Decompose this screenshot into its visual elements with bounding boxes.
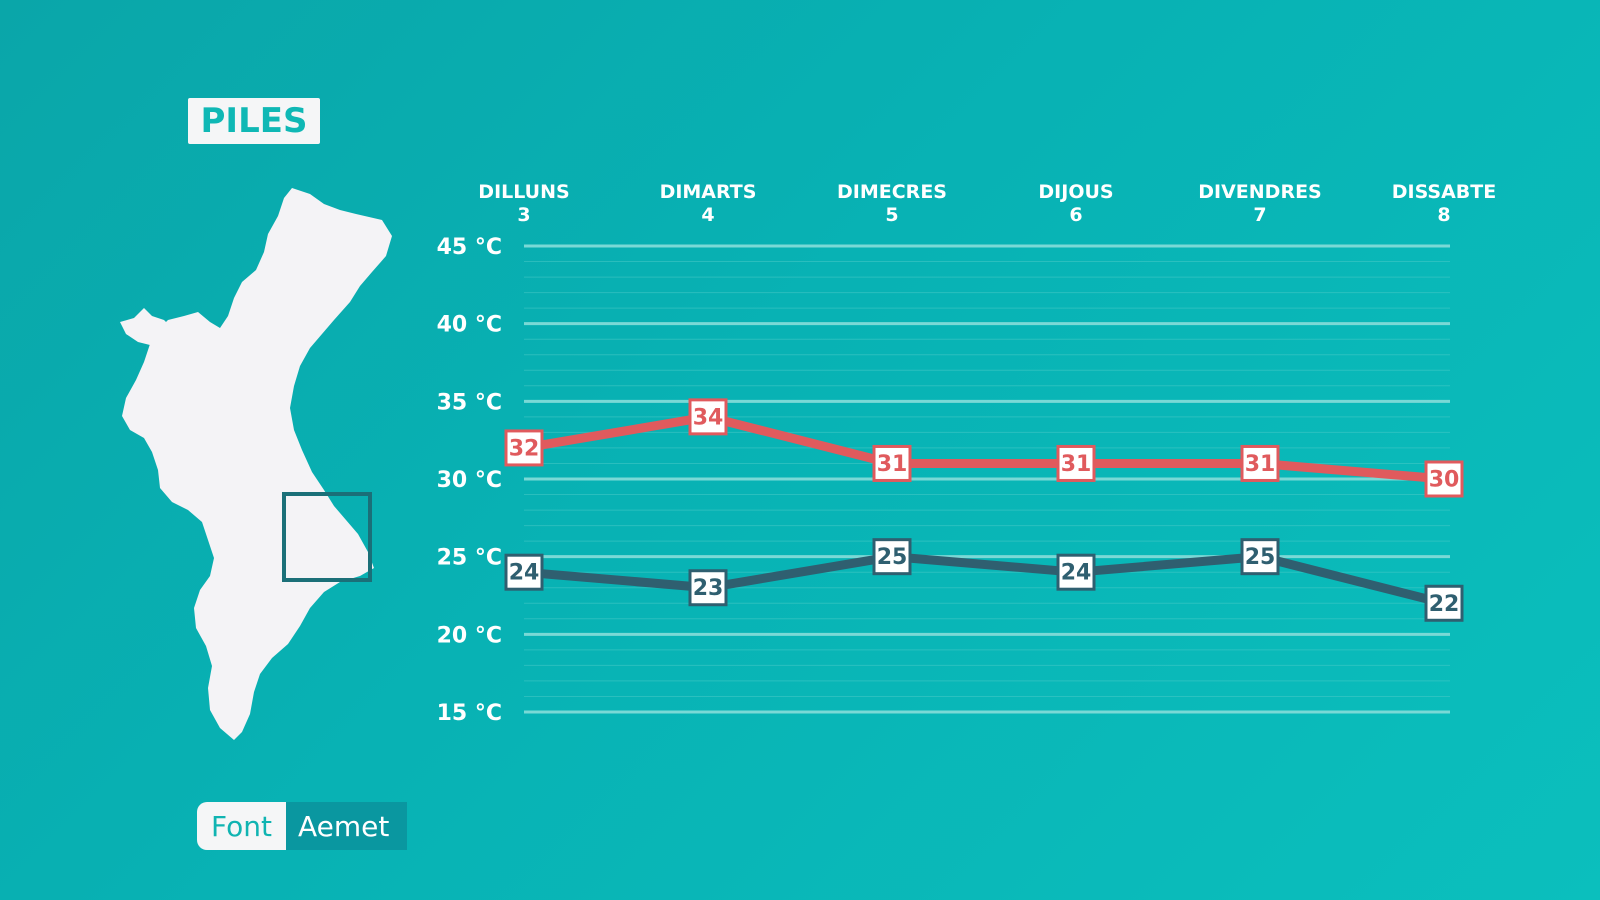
data-point-box: [1424, 584, 1464, 622]
x-day-label: DIJOUS: [1038, 181, 1113, 203]
data-label: 31: [1061, 452, 1092, 477]
y-tick-label: 20 °C: [437, 623, 502, 648]
series-line-1: [523, 552, 1446, 608]
area-highlight-box: [282, 492, 372, 582]
data-point-box: [1056, 444, 1096, 482]
y-tick-label: 30 °C: [437, 468, 502, 493]
data-label: 31: [1245, 452, 1276, 477]
data-point-box: [1424, 460, 1464, 498]
x-day-label: DIVENDRES: [1198, 181, 1322, 203]
data-point: 22: [1424, 584, 1464, 622]
data-point-box: [688, 398, 728, 436]
x-date-label: 5: [885, 204, 898, 226]
data-point: 31: [872, 444, 912, 482]
data-point: 32: [504, 429, 544, 467]
data-label: 34: [693, 405, 724, 430]
x-day-label: DISSABTE: [1392, 181, 1496, 203]
data-point: 23: [688, 569, 728, 607]
data-point: 34: [688, 398, 728, 436]
location-title-box: PILES: [188, 98, 320, 144]
data-point-box: [1240, 444, 1280, 482]
data-label: 23: [693, 576, 724, 601]
source-label: Font: [197, 802, 286, 850]
y-tick-label: 45 °C: [437, 235, 502, 260]
data-label: 22: [1429, 592, 1460, 617]
location-title: PILES: [200, 101, 308, 141]
data-point-box: [504, 553, 544, 591]
data-label: 25: [877, 545, 908, 570]
data-point: 25: [872, 538, 912, 576]
data-point-box: [872, 538, 912, 576]
x-day-label: DIMECRES: [837, 181, 947, 203]
data-point: 25: [1240, 538, 1280, 576]
x-date-label: 4: [701, 204, 714, 226]
x-date-label: 8: [1437, 204, 1450, 226]
data-point: 30: [1424, 460, 1464, 498]
data-point-box: [688, 569, 728, 607]
source-value: Aemet: [285, 802, 408, 850]
y-tick-label: 15 °C: [437, 701, 502, 726]
data-label: 25: [1245, 545, 1276, 570]
data-point-box: [872, 444, 912, 482]
data-point: 24: [1056, 553, 1096, 591]
data-point: 24: [504, 553, 544, 591]
series-line-0: [523, 412, 1445, 484]
x-day-label: DIMARTS: [660, 181, 757, 203]
y-tick-label: 25 °C: [437, 546, 502, 571]
data-point-box: [1056, 553, 1096, 591]
data-label: 32: [509, 436, 540, 461]
x-date-label: 7: [1253, 204, 1266, 226]
data-label: 31: [877, 452, 908, 477]
data-label: 24: [509, 561, 540, 586]
data-label: 30: [1429, 468, 1460, 493]
region-map-icon: [120, 188, 392, 740]
y-tick-label: 35 °C: [437, 390, 502, 415]
data-label: 24: [1061, 561, 1092, 586]
x-date-label: 3: [517, 204, 530, 226]
source-badge: Font Aemet: [197, 802, 408, 850]
y-tick-label: 40 °C: [437, 313, 502, 338]
x-day-label: DILLUNS: [478, 181, 569, 203]
data-point: 31: [1056, 444, 1096, 482]
data-point-box: [504, 429, 544, 467]
data-point: 31: [1240, 444, 1280, 482]
data-point-box: [1240, 538, 1280, 576]
x-date-label: 6: [1069, 204, 1082, 226]
